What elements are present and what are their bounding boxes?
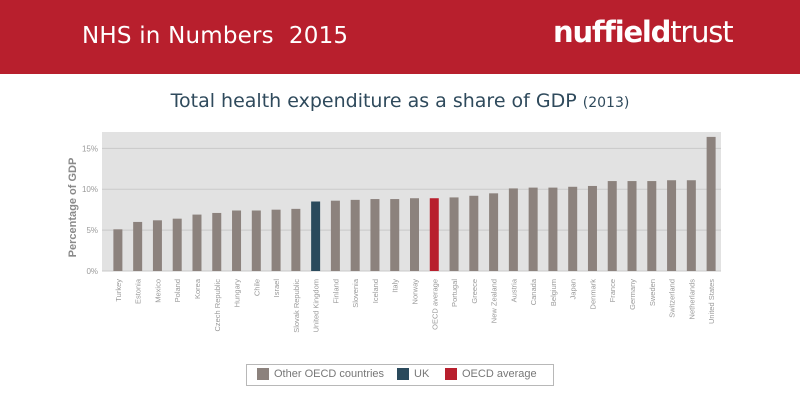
x-tick-label: Mexico [153,279,162,303]
bar-belgium [548,187,558,271]
x-tick-label: France [608,279,617,302]
x-tick-label: Slovenia [351,278,360,308]
bar-czech-republic [212,212,222,271]
bar-finland [330,200,340,271]
y-tick-label: 10% [82,185,98,194]
chart-title-year: (2013) [582,95,630,111]
header-title-year: 2015 [288,23,349,49]
bar-germany [627,181,637,271]
x-tick-label: Italy [391,279,400,293]
x-tick-label: Austria [509,278,518,302]
bar-canada [528,187,538,271]
y-tick-label: 15% [82,144,98,153]
header-title-text: NHS in Numbers [82,23,274,49]
bar-france [607,181,617,271]
y-tick-label: 5% [86,226,98,235]
x-tick-label: Norway [411,279,420,305]
bar-oecd-average [429,198,439,271]
bar-japan [568,186,578,271]
chart-title: Total health expenditure as a share of G… [0,90,800,112]
legend-item-oecd: OECD average [445,368,537,380]
bar-portugal [449,197,459,271]
bar-israel [271,209,281,271]
x-tick-label: Estonia [134,278,143,304]
x-tick-label: Denmark [588,279,597,310]
nuffield-trust-logo: nuffieldtrust [553,15,734,49]
header-banner: NHS in Numbers 2015 nuffieldtrust [0,0,800,74]
bar-denmark [587,185,597,271]
x-tick-label: Hungary [233,279,242,308]
logo-trust: trust [670,15,733,49]
x-tick-label: Finland [331,279,340,304]
y-tick-label: 0% [86,267,98,276]
logo-nuffield: nuffield [553,15,671,49]
bar-estonia [133,221,143,271]
x-tick-label: Iceland [371,279,380,303]
x-tick-label: Belgium [549,279,558,306]
bar-greece [469,195,479,271]
bar-iceland [370,199,380,271]
bar-norway [410,198,419,271]
bar-chile [251,210,261,271]
bar-netherlands [686,180,696,271]
x-tick-label: Poland [173,279,182,302]
x-tick-label: Sweden [648,279,657,306]
bar-new-zealand [489,193,499,271]
x-tick-label: New Zealand [490,279,499,323]
x-tick-label: Israel [272,279,281,298]
x-tick-label: Japan [569,279,578,299]
x-tick-label: Czech Republic [213,279,222,332]
bar-switzerland [667,180,677,271]
x-tick-label: OECD average [430,279,439,330]
chart-legend: Other OECD countries UK OECD average [246,364,554,386]
bar-korea [192,214,202,271]
legend-swatch-other [257,368,269,380]
bar-slovak-republic [291,208,301,271]
y-axis-title: Percentage of GDP [67,158,79,258]
x-tick-label: Portugal [450,279,459,307]
bar-slovenia [350,199,360,271]
legend-label-oecd: OECD average [462,368,537,380]
x-tick-label: United Kingdom [312,279,321,332]
x-tick-label: United States [707,279,716,324]
legend-item-other: Other OECD countries [257,368,384,380]
x-tick-label: Turkey [114,279,123,302]
legend-swatch-oecd [445,368,457,380]
bar-turkey [113,229,123,271]
bar-united-kingdom [311,201,321,271]
header-title: NHS in Numbers 2015 [82,23,348,49]
x-tick-label: Chile [252,279,261,296]
bar-italy [390,199,400,271]
bar-austria [508,188,518,271]
legend-item-uk: UK [397,368,429,380]
x-tick-label: Korea [193,278,202,299]
bar-sweden [647,181,657,271]
x-tick-label: Slovak Republic [292,279,301,333]
legend-label-uk: UK [414,368,430,380]
x-tick-label: Germany [628,279,637,310]
bar-mexico [152,220,162,271]
x-tick-label: Greece [470,279,479,304]
bar-chart: 0% 5% 10% 15%Percentage of GDP Turkey Estonia… [67,132,721,333]
bar-hungary [232,210,242,271]
x-tick-label: Netherlands [687,279,696,320]
x-tick-label: Switzerland [668,279,677,318]
chart-title-text: Total health expenditure as a share of G… [170,90,577,112]
legend-label-other: Other OECD countries [274,368,385,380]
legend-swatch-uk [397,368,409,380]
bar-united-states [706,136,716,271]
x-tick-label: Canada [529,278,538,305]
bar-poland [172,218,182,271]
